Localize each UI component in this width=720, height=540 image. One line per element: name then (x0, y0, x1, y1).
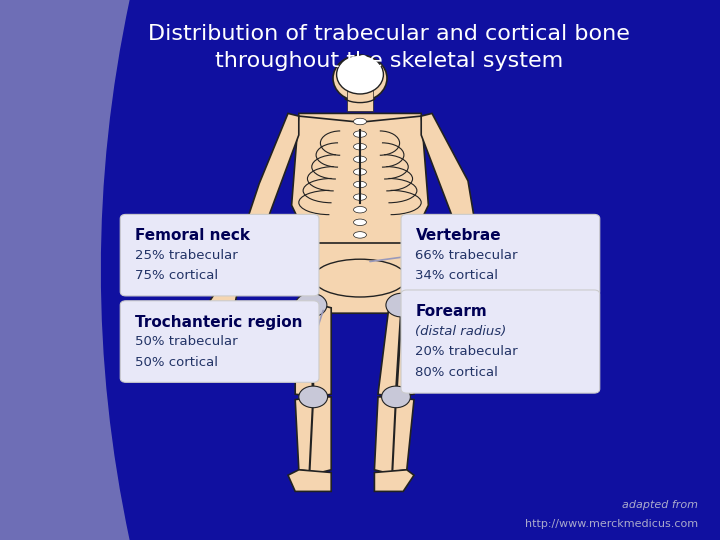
Text: adapted from: adapted from (622, 500, 698, 510)
Ellipse shape (354, 144, 366, 150)
FancyBboxPatch shape (120, 301, 319, 382)
Polygon shape (209, 286, 238, 319)
Text: Femoral neck: Femoral neck (135, 228, 250, 244)
Text: Forearm: Forearm (415, 304, 487, 319)
Ellipse shape (354, 194, 366, 200)
Polygon shape (288, 470, 331, 491)
Text: (distal radius): (distal radius) (415, 325, 507, 338)
Text: http://www.merckmedicus.com: http://www.merckmedicus.com (526, 519, 698, 529)
Polygon shape (295, 243, 425, 313)
Text: 25% trabecular: 25% trabecular (135, 249, 238, 262)
Polygon shape (421, 113, 475, 230)
Circle shape (382, 386, 410, 408)
Ellipse shape (354, 131, 366, 137)
Circle shape (295, 293, 327, 317)
Polygon shape (374, 397, 414, 472)
Ellipse shape (354, 156, 366, 163)
Text: 75% cortical: 75% cortical (135, 269, 217, 282)
Ellipse shape (354, 181, 366, 188)
Ellipse shape (354, 219, 366, 226)
Text: Vertebrae: Vertebrae (415, 228, 501, 244)
FancyBboxPatch shape (401, 214, 600, 296)
FancyBboxPatch shape (347, 84, 373, 111)
Text: 50% cortical: 50% cortical (135, 356, 217, 369)
Ellipse shape (354, 232, 366, 238)
Text: 50% trabecular: 50% trabecular (135, 335, 238, 348)
Ellipse shape (333, 56, 387, 102)
Text: 34% cortical: 34% cortical (415, 269, 498, 282)
Text: Distribution of trabecular and cortical bone
throughout the skeletal system: Distribution of trabecular and cortical … (148, 24, 630, 71)
Polygon shape (374, 470, 414, 491)
Polygon shape (500, 284, 529, 319)
Polygon shape (220, 227, 259, 292)
FancyBboxPatch shape (120, 214, 319, 296)
Polygon shape (472, 224, 518, 292)
Ellipse shape (354, 168, 366, 175)
Text: Trochanteric region: Trochanteric region (135, 315, 302, 330)
Text: 20% trabecular: 20% trabecular (415, 345, 518, 358)
Polygon shape (295, 397, 331, 472)
Polygon shape (292, 113, 428, 254)
FancyBboxPatch shape (401, 290, 600, 393)
Ellipse shape (337, 55, 384, 94)
Polygon shape (295, 302, 331, 397)
Ellipse shape (354, 118, 366, 125)
Polygon shape (378, 302, 425, 397)
Ellipse shape (354, 206, 366, 213)
Circle shape (386, 293, 418, 317)
Text: 66% trabecular: 66% trabecular (415, 249, 518, 262)
Text: 80% cortical: 80% cortical (415, 366, 498, 379)
Polygon shape (245, 113, 299, 232)
PathPatch shape (0, 0, 130, 540)
Circle shape (299, 386, 328, 408)
